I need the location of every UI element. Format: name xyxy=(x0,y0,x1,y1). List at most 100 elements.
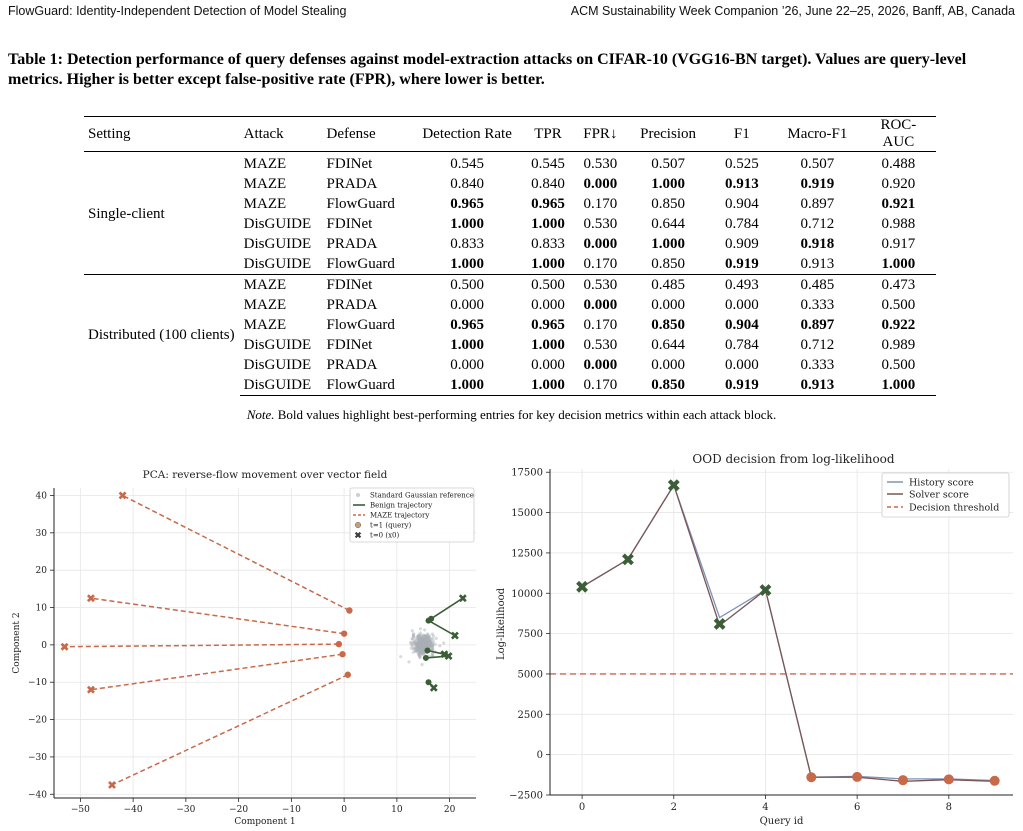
gaussian-point xyxy=(414,647,417,650)
y-tick-label: 12500 xyxy=(511,548,543,559)
gaussian-point xyxy=(438,644,441,647)
macro-f1-cell: 0.918 xyxy=(774,234,861,254)
setting-cell: Single-client xyxy=(84,152,240,275)
maze-query-point xyxy=(339,651,345,657)
gaussian-point xyxy=(407,660,410,663)
roc-auc-cell: 0.500 xyxy=(861,295,936,315)
table-row: Single-client MAZE FDINet 0.545 0.545 0.530 0.… xyxy=(84,152,936,175)
gaussian-point xyxy=(431,637,434,640)
roc-auc-cell: 1.000 xyxy=(861,375,936,396)
maze-x0-marker xyxy=(88,595,94,601)
query-point-marker xyxy=(852,772,862,782)
col-header-fpr: FPR↓ xyxy=(574,117,626,152)
f1-cell: 0.784 xyxy=(710,335,774,355)
y-axis-label: Component 2 xyxy=(12,612,22,673)
roc-auc-cell: 0.917 xyxy=(861,234,936,254)
precision-cell: 1.000 xyxy=(627,234,710,254)
macro-f1-cell: 0.913 xyxy=(774,375,861,396)
tpr-cell: 0.000 xyxy=(522,355,574,375)
f1-cell: 0.000 xyxy=(710,355,774,375)
benign-x0-marker xyxy=(452,633,458,639)
col-header-setting: Setting xyxy=(84,117,240,152)
precision-cell: 0.000 xyxy=(627,355,710,375)
detection-rate-cell: 0.840 xyxy=(412,174,521,194)
legend-label: Benign trajectory xyxy=(370,502,432,510)
maze-query-point xyxy=(345,672,351,678)
precision-cell: 0.850 xyxy=(627,375,710,396)
detection-rate-cell: 0.000 xyxy=(412,295,521,315)
y-tick-label: −40 xyxy=(28,790,47,800)
benign-trajectory-line xyxy=(431,598,463,619)
tpr-cell: 0.965 xyxy=(522,194,574,214)
attack-cell: MAZE xyxy=(240,275,323,296)
gaussian-point xyxy=(411,629,414,632)
y-tick-label: 2500 xyxy=(518,710,543,721)
defense-cell: FDINet xyxy=(323,152,413,175)
legend-query-swatch xyxy=(355,522,361,528)
gaussian-point xyxy=(420,663,423,666)
detection-rate-cell: 0.545 xyxy=(412,152,521,175)
attack-cell: MAZE xyxy=(240,152,323,175)
precision-cell: 0.507 xyxy=(627,152,710,175)
tpr-cell: 1.000 xyxy=(522,375,574,396)
gaussian-point xyxy=(442,641,445,644)
detection-rate-cell: 0.965 xyxy=(412,194,521,214)
fpr-cell: 0.530 xyxy=(574,152,626,175)
col-header-precision: Precision xyxy=(627,117,710,152)
tpr-cell: 0.840 xyxy=(522,174,574,194)
x-tick-label: −20 xyxy=(229,805,248,815)
defense-cell: FlowGuard xyxy=(323,315,413,335)
y-axis-label: Log-likelihood xyxy=(496,587,507,660)
attack-cell: DisGUIDE xyxy=(240,234,323,254)
f1-cell: 0.904 xyxy=(710,315,774,335)
macro-f1-cell: 0.712 xyxy=(774,335,861,355)
roc-auc-cell: 0.500 xyxy=(861,355,936,375)
chart-title: OOD decision from log-likelihood xyxy=(692,452,895,466)
macro-f1-cell: 0.897 xyxy=(774,194,861,214)
gaussian-point xyxy=(399,655,402,658)
x-tick-label: 20 xyxy=(444,805,456,815)
gaussian-point xyxy=(435,637,438,640)
y-tick-label: 7500 xyxy=(518,629,543,640)
gaussian-reference-cloud xyxy=(399,627,445,666)
defense-cell: FlowGuard xyxy=(323,194,413,214)
y-tick-label: −20 xyxy=(28,716,47,726)
x-tick-label: −10 xyxy=(282,805,301,815)
y-tick-label: 10 xyxy=(36,604,48,614)
defense-cell: PRADA xyxy=(323,174,413,194)
tpr-cell: 0.965 xyxy=(522,315,574,335)
macro-f1-cell: 0.913 xyxy=(774,254,861,275)
f1-cell: 0.493 xyxy=(710,275,774,296)
ood-figure: 0 2 4 6 8 −2500 0 2500 5000 7500 10000 12500 15000 17… xyxy=(490,447,1023,831)
attack-cell: MAZE xyxy=(240,194,323,214)
f1-cell: 0.909 xyxy=(710,234,774,254)
roc-auc-cell: 0.988 xyxy=(861,214,936,234)
y-tick-label: −30 xyxy=(28,753,47,763)
defense-cell: PRADA xyxy=(323,295,413,315)
detection-rate-cell: 0.833 xyxy=(412,234,521,254)
note-text: Bold values highlight best-performing en… xyxy=(275,407,777,422)
x-tick-label: 0 xyxy=(341,805,347,815)
tpr-cell: 0.000 xyxy=(522,295,574,315)
detection-rate-cell: 0.000 xyxy=(412,355,521,375)
gaussian-point xyxy=(423,628,426,631)
fpr-cell: 0.000 xyxy=(574,234,626,254)
tpr-cell: 1.000 xyxy=(522,214,574,234)
attack-cell: DisGUIDE xyxy=(240,355,323,375)
detection-rate-cell: 1.000 xyxy=(412,335,521,355)
attack-cell: DisGUIDE xyxy=(240,375,323,396)
gaussian-point xyxy=(416,636,419,639)
col-header-f1: F1 xyxy=(710,117,774,152)
table-note: Note. Bold values highlight best-perform… xyxy=(0,407,1023,423)
col-header-detection-rate: Detection Rate xyxy=(412,117,521,152)
defense-cell: FDINet xyxy=(323,275,413,296)
running-header: FlowGuard: Identity-Independent Detectio… xyxy=(8,4,1015,20)
tpr-cell: 1.000 xyxy=(522,335,574,355)
gaussian-point xyxy=(412,641,415,644)
conference-line: ACM Sustainability Week Companion ’26, J… xyxy=(571,4,1015,18)
macro-f1-cell: 0.897 xyxy=(774,315,861,335)
defense-cell: FlowGuard xyxy=(323,375,413,396)
fpr-cell: 0.170 xyxy=(574,375,626,396)
f1-cell: 0.919 xyxy=(710,375,774,396)
col-header-attack: Attack xyxy=(240,117,323,152)
